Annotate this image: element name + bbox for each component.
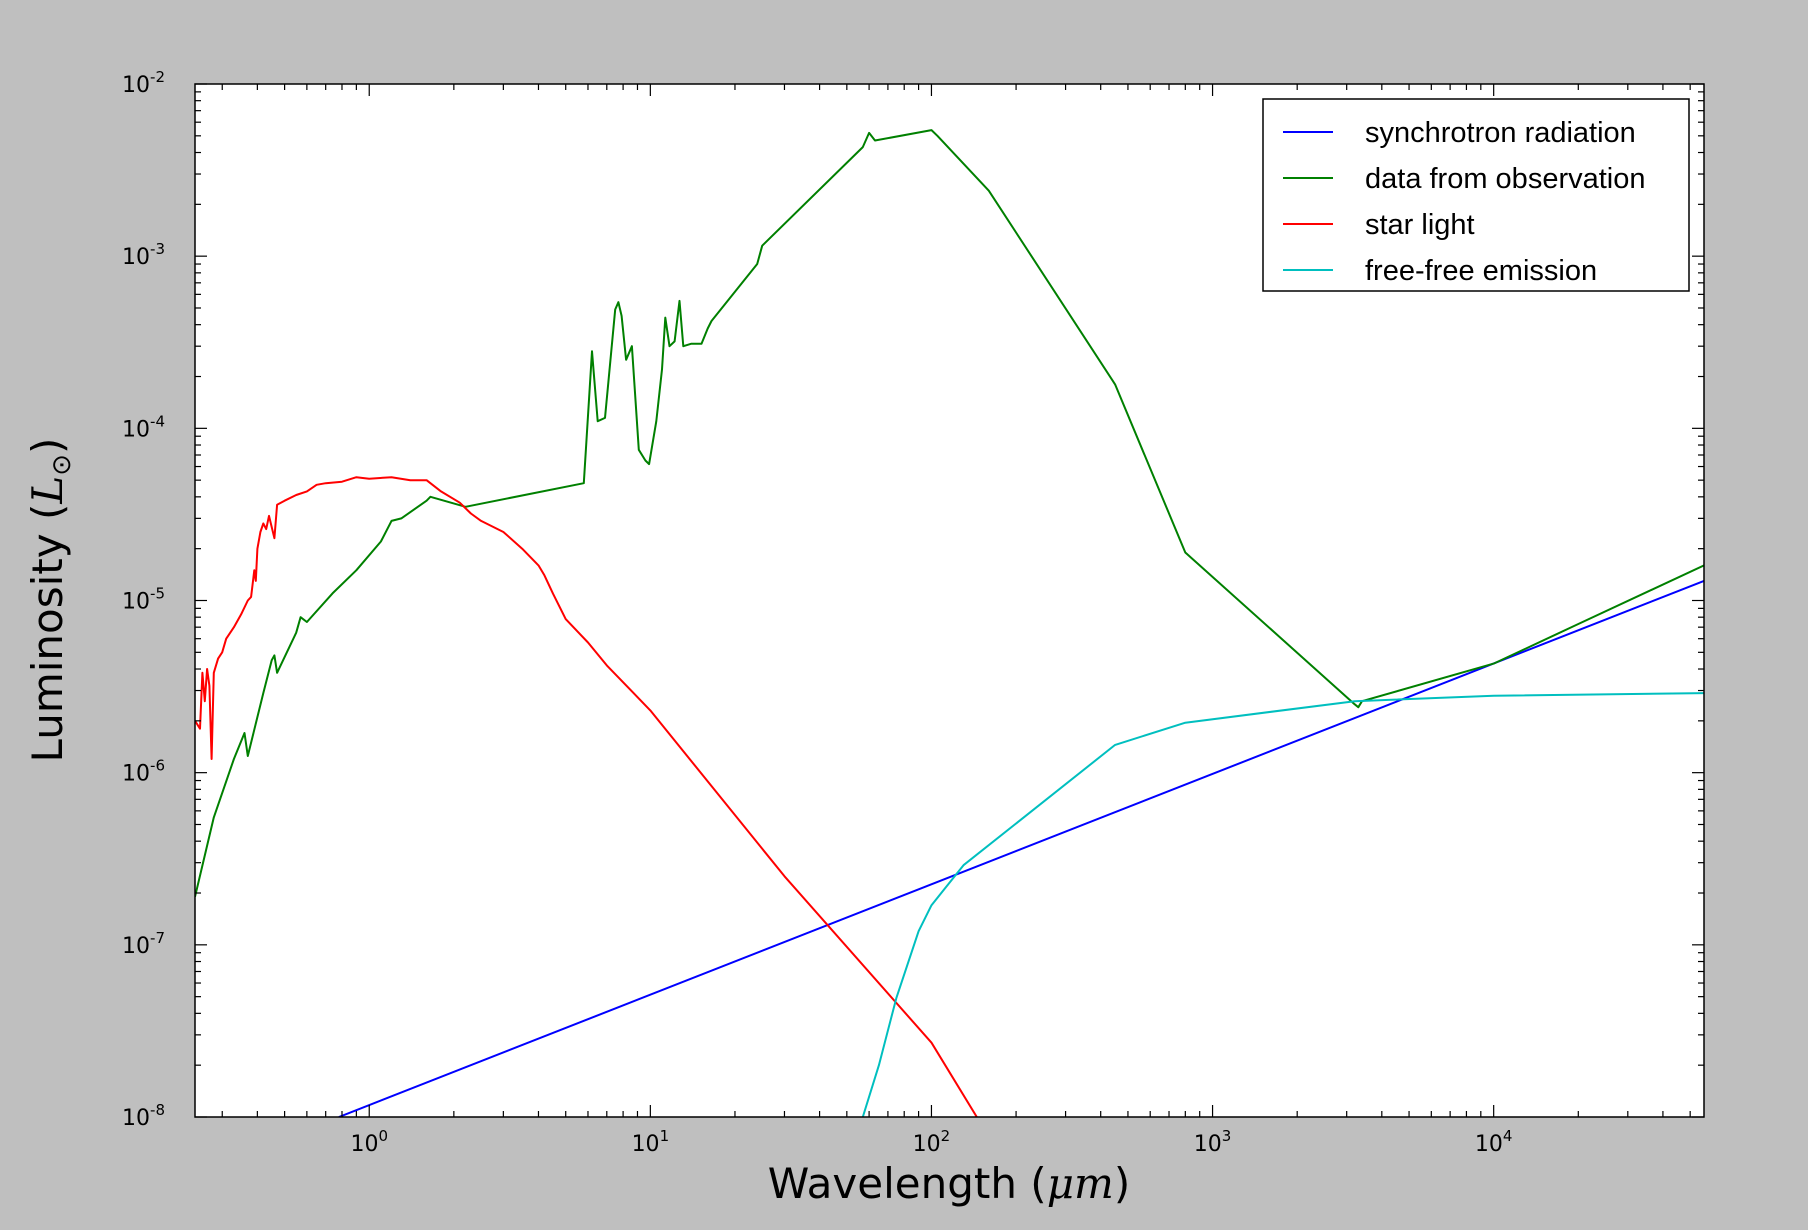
y-tick-label: 10-8 xyxy=(122,1101,165,1131)
x-tick-labels: 100 101 102 103 104 xyxy=(350,1127,1512,1157)
series-line-free-free-emission xyxy=(861,692,1704,1117)
x-tick-label: 104 xyxy=(1475,1127,1513,1157)
legend: synchrotron radiation data from observati… xyxy=(1262,98,1690,292)
x-tick-label: 103 xyxy=(1194,1127,1232,1157)
series-line-synchrotron-radiation xyxy=(338,579,1704,1117)
x-tick-label: 101 xyxy=(632,1127,670,1157)
y-tick-labels: 10-8 10-7 10-6 10-5 10-4 10-3 10-2 xyxy=(122,68,165,1131)
legend-label: synchrotron radiation xyxy=(1365,117,1636,149)
y-tick-label: 10-4 xyxy=(122,412,165,442)
series-layer xyxy=(195,129,1704,1117)
y-tick-label: 10-5 xyxy=(122,585,165,615)
x-tick-label: 100 xyxy=(350,1127,388,1157)
y-tick-label: 10-6 xyxy=(122,757,165,787)
series-line-star-light xyxy=(195,476,978,1117)
y-tick-label: 10-2 xyxy=(122,68,165,98)
legend-box xyxy=(1262,98,1690,292)
y-tick-label: 10-7 xyxy=(122,929,165,959)
legend-label: free-free emission xyxy=(1365,255,1597,287)
x-tick-label: 102 xyxy=(913,1127,951,1157)
legend-label: data from observation xyxy=(1365,163,1645,195)
plot-frame xyxy=(194,83,1705,1118)
y-tick-label: 10-3 xyxy=(122,240,165,270)
x-axis-label: Wavelength (μm) xyxy=(768,1159,1130,1208)
legend-label: star light xyxy=(1365,209,1475,241)
series-line-data-from-observation xyxy=(195,129,1704,898)
ticks-layer xyxy=(195,83,1704,1118)
y-axis-label: Luminosity (L⊙) xyxy=(23,438,77,763)
